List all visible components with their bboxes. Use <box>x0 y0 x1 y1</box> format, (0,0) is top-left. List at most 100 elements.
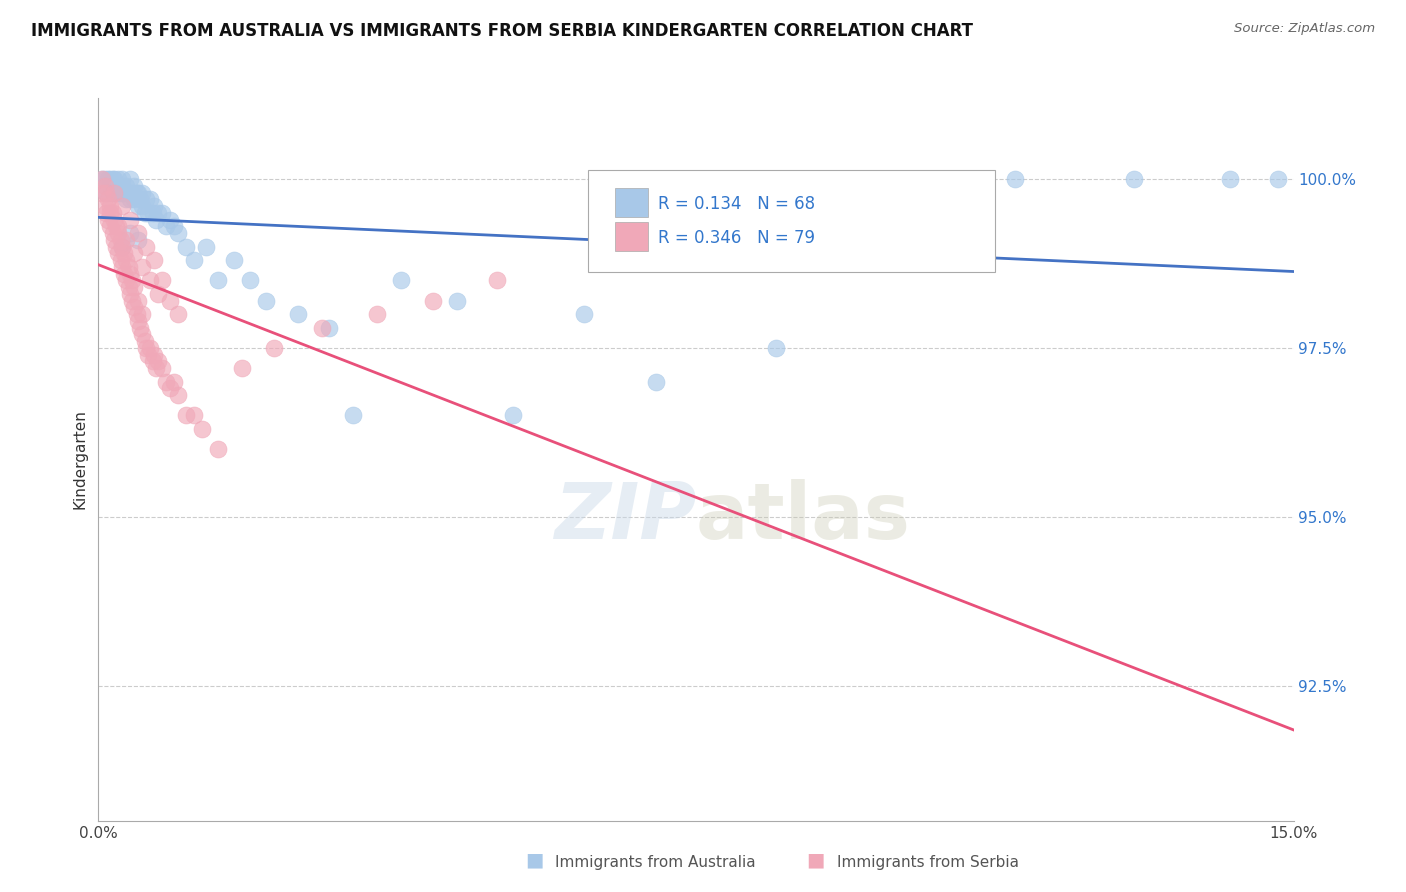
Text: Source: ZipAtlas.com: Source: ZipAtlas.com <box>1234 22 1375 36</box>
Point <box>115 178 138 193</box>
Point <box>127 186 149 200</box>
Point <box>96 186 118 200</box>
Point <box>134 206 156 220</box>
Point <box>207 442 229 457</box>
Point <box>118 260 141 274</box>
Point <box>163 219 186 234</box>
Point <box>1004 172 1026 186</box>
Point <box>159 293 181 308</box>
Point <box>103 186 125 200</box>
Point <box>136 348 159 362</box>
Point <box>131 260 153 274</box>
Point <box>128 193 150 207</box>
Y-axis label: Kindergarten: Kindergarten <box>72 409 87 509</box>
Point <box>148 287 170 301</box>
Point <box>195 240 218 254</box>
Point <box>145 212 167 227</box>
Point <box>139 193 162 207</box>
Point <box>121 273 143 287</box>
Point <box>94 172 117 186</box>
Point <box>127 226 149 240</box>
Text: IMMIGRANTS FROM AUSTRALIA VS IMMIGRANTS FROM SERBIA KINDERGARTEN CORRELATION CHA: IMMIGRANTS FROM AUSTRALIA VS IMMIGRANTS … <box>31 22 973 40</box>
Point <box>107 178 129 193</box>
Point <box>111 199 134 213</box>
Point <box>94 199 117 213</box>
Point <box>222 253 245 268</box>
Point <box>124 301 146 315</box>
Point <box>150 273 173 287</box>
Point <box>366 307 388 321</box>
Point <box>167 307 190 321</box>
Point <box>98 199 122 213</box>
Point <box>135 193 157 207</box>
Point <box>131 327 153 342</box>
Point <box>120 193 142 207</box>
Point <box>98 219 122 234</box>
Point <box>389 273 412 287</box>
Point <box>121 186 143 200</box>
Point <box>167 226 190 240</box>
Point <box>120 226 142 240</box>
Point <box>118 280 141 294</box>
Point <box>111 172 134 186</box>
Text: Immigrants from Australia: Immigrants from Australia <box>555 855 756 870</box>
Point <box>125 307 148 321</box>
Point <box>1123 172 1146 186</box>
Point <box>120 172 142 186</box>
Point <box>127 314 149 328</box>
Point <box>112 186 135 200</box>
Point <box>111 240 134 254</box>
Bar <box>614 222 648 252</box>
Point <box>163 375 186 389</box>
Point <box>103 233 125 247</box>
Point <box>174 240 197 254</box>
Point <box>150 361 173 376</box>
Point <box>124 193 146 207</box>
Point <box>115 273 138 287</box>
Point <box>97 212 120 227</box>
Point <box>104 219 127 234</box>
Point <box>183 409 205 423</box>
Point <box>120 267 142 281</box>
Point <box>120 212 142 227</box>
Point <box>127 233 149 247</box>
Point <box>574 307 596 321</box>
Text: ■: ■ <box>524 851 544 870</box>
Point <box>107 172 129 186</box>
Point <box>104 186 127 200</box>
Point <box>136 206 159 220</box>
Point <box>148 354 170 368</box>
Point <box>107 219 129 234</box>
Point <box>101 186 124 200</box>
Point <box>159 382 181 396</box>
Point <box>131 199 153 213</box>
Point <box>342 409 364 423</box>
Point <box>159 212 181 227</box>
Point <box>98 178 122 193</box>
Point <box>107 226 129 240</box>
Point <box>110 186 132 200</box>
Point <box>103 172 125 186</box>
Text: R = 0.346   N = 79: R = 0.346 N = 79 <box>658 229 814 247</box>
Point <box>142 354 165 368</box>
Point <box>111 240 134 254</box>
Point <box>183 253 205 268</box>
Point <box>91 172 114 186</box>
Point <box>120 287 142 301</box>
Point <box>101 226 124 240</box>
Point <box>207 273 229 287</box>
Point <box>112 246 135 260</box>
Point <box>318 320 340 334</box>
Text: atlas: atlas <box>696 479 911 555</box>
Text: ZIP: ZIP <box>554 479 696 555</box>
Point <box>134 334 156 349</box>
Text: Immigrants from Serbia: Immigrants from Serbia <box>837 855 1018 870</box>
Point <box>103 212 125 227</box>
Point <box>191 422 214 436</box>
Point <box>645 375 668 389</box>
Point <box>94 178 117 193</box>
Point <box>97 172 120 186</box>
Bar <box>614 188 648 218</box>
Point <box>96 206 118 220</box>
Point <box>104 240 127 254</box>
